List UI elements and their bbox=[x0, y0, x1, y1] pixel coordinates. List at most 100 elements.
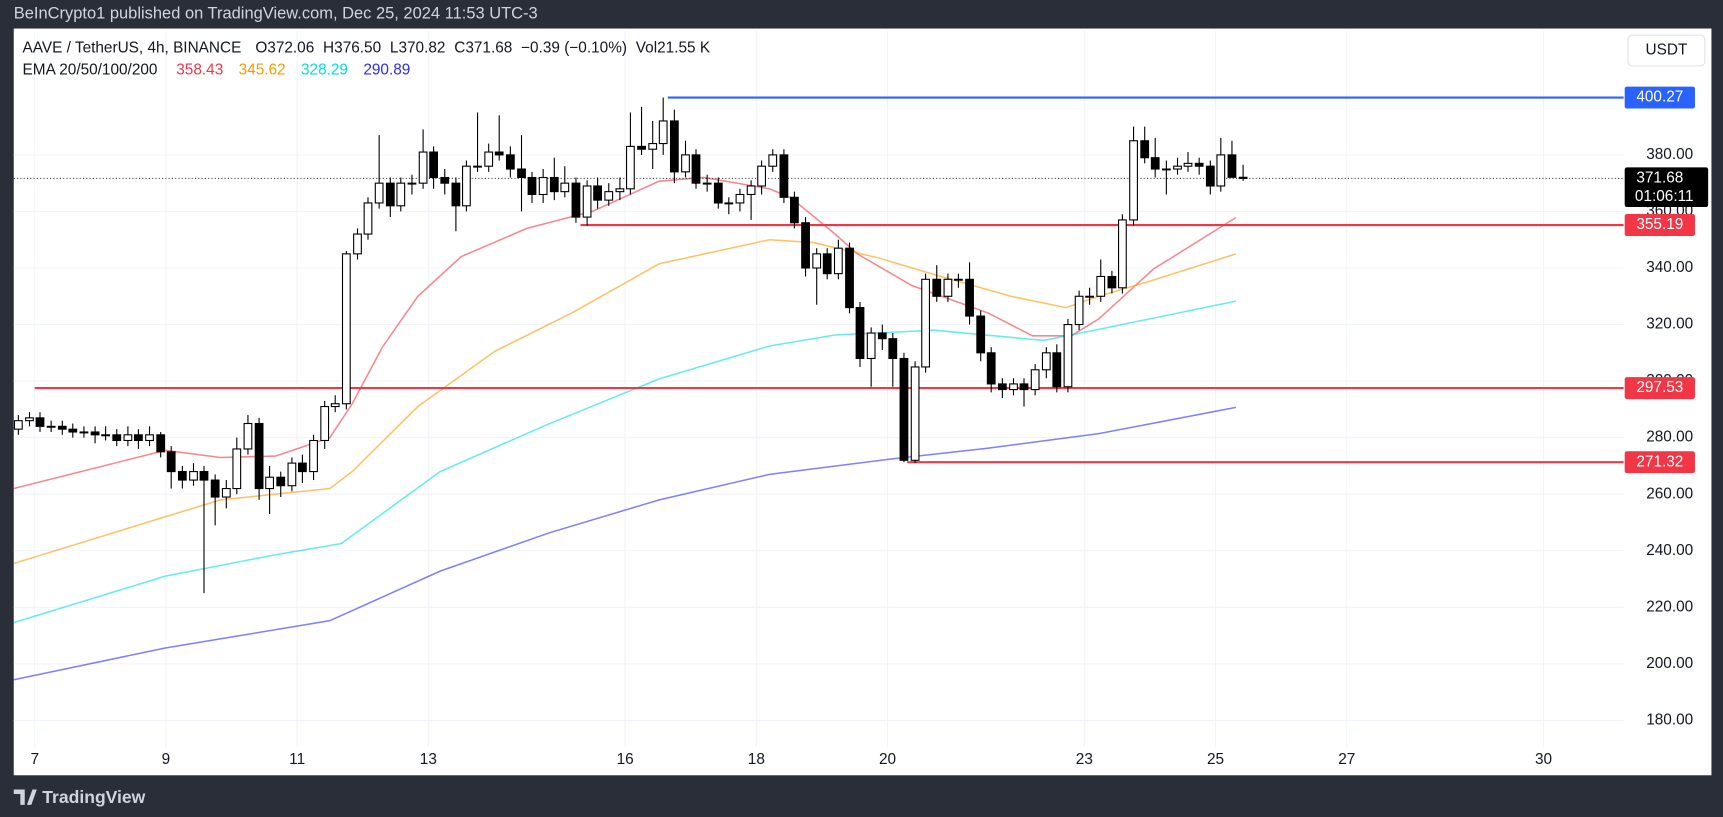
candle-body bbox=[341, 253, 351, 405]
candle-body bbox=[790, 196, 799, 224]
x-tick-label: 13 bbox=[420, 751, 437, 768]
candle-body bbox=[779, 154, 789, 198]
candle-body bbox=[1129, 140, 1138, 221]
candle-body bbox=[658, 120, 668, 145]
ema-value: 328.29 bbox=[301, 61, 348, 78]
y-tick-label: 260.00 bbox=[1646, 485, 1693, 502]
candle-body bbox=[199, 471, 209, 481]
candle-body bbox=[845, 247, 854, 309]
candle-body bbox=[582, 185, 592, 218]
candle-body bbox=[276, 476, 286, 487]
candle-body bbox=[177, 471, 187, 481]
candle-body bbox=[866, 332, 876, 360]
candle-body bbox=[330, 403, 340, 408]
level-label: 355.19 bbox=[1636, 216, 1683, 233]
x-tick-label: 25 bbox=[1207, 751, 1224, 768]
x-tick-label: 23 bbox=[1076, 751, 1093, 768]
candle-body bbox=[954, 278, 963, 281]
candle-body bbox=[254, 422, 264, 490]
candle-body bbox=[571, 182, 581, 218]
footer-brand: TradingView bbox=[42, 787, 145, 807]
ohlc-item: O372.06 bbox=[255, 39, 314, 56]
candle-body bbox=[25, 417, 34, 422]
candle-body bbox=[801, 222, 810, 269]
candle-body bbox=[1150, 157, 1160, 170]
currency[interactable]: USDT bbox=[1646, 42, 1688, 59]
candles bbox=[13, 97, 1248, 594]
level-label: 271.32 bbox=[1636, 453, 1683, 470]
candle-body bbox=[768, 154, 778, 167]
candle-body bbox=[888, 338, 898, 360]
last-price-label: 371.68 bbox=[1636, 169, 1683, 186]
candle-body bbox=[1107, 275, 1117, 289]
candle-body bbox=[221, 488, 231, 498]
y-tick-label: 280.00 bbox=[1646, 429, 1693, 446]
candle-body bbox=[494, 151, 504, 156]
candle-body bbox=[1183, 162, 1193, 167]
candle-body bbox=[1019, 383, 1029, 391]
ema-value: 358.43 bbox=[176, 61, 223, 78]
candle-body bbox=[1063, 323, 1073, 388]
y-tick-label: 340.00 bbox=[1646, 259, 1693, 276]
candle-body bbox=[549, 176, 559, 193]
candle-body bbox=[713, 182, 723, 204]
candle-body bbox=[1041, 352, 1051, 371]
candle-body bbox=[210, 479, 220, 498]
currency-button[interactable] bbox=[1627, 34, 1706, 67]
candle-body bbox=[287, 462, 297, 487]
candle-body bbox=[374, 182, 384, 204]
candle-body bbox=[134, 434, 143, 442]
candle-body bbox=[517, 168, 526, 179]
ema-value: 345.62 bbox=[239, 61, 286, 78]
ohlc-item: H376.50 bbox=[323, 39, 381, 56]
candle-body bbox=[1009, 383, 1018, 391]
x-tick-label: 16 bbox=[617, 751, 634, 768]
x-tick-label: 30 bbox=[1535, 751, 1552, 768]
level-label-box bbox=[1624, 86, 1695, 109]
candle-body bbox=[735, 193, 745, 204]
publisher-header: BeInCrypto1 published on TradingView.com… bbox=[14, 5, 538, 23]
candle-body bbox=[1238, 176, 1248, 179]
candle-body bbox=[538, 176, 548, 196]
x-tick-label: 7 bbox=[30, 751, 39, 768]
logo-icon bbox=[13, 789, 37, 805]
candle-body bbox=[669, 120, 679, 173]
ohlc-item: L370.82 bbox=[390, 39, 446, 56]
candle-body bbox=[1074, 295, 1084, 326]
candle-body bbox=[910, 366, 920, 461]
candle-body bbox=[429, 151, 438, 179]
last-price-box bbox=[1624, 167, 1709, 207]
candle-body bbox=[746, 185, 756, 196]
candle-body bbox=[232, 448, 242, 490]
candle-body bbox=[189, 471, 198, 481]
ema-values: 358.43 345.62 328.29 290.89 bbox=[176, 61, 410, 78]
candle-body bbox=[1227, 154, 1237, 178]
candle-body bbox=[101, 434, 110, 437]
candle-body bbox=[13, 420, 23, 430]
candle-body bbox=[943, 278, 953, 297]
candle-body bbox=[484, 151, 494, 167]
symbol: AAVE / TetherUS, 4h, BINANCE bbox=[23, 39, 242, 56]
candle-body bbox=[637, 145, 646, 150]
candle-body bbox=[1194, 162, 1204, 167]
y-tick-label: 200.00 bbox=[1646, 655, 1693, 672]
countdown-label: 01:06:11 bbox=[1635, 188, 1694, 205]
indicator: EMA 20/50/100/200 bbox=[23, 61, 158, 78]
ohlc-legend: O372.06 H376.50 L370.82 C371.68 −0.39 (−0.10… bbox=[255, 39, 710, 56]
candle-body bbox=[145, 434, 154, 442]
x-tick-label: 18 bbox=[748, 751, 765, 768]
candle-body bbox=[1140, 140, 1150, 159]
candle-body bbox=[648, 143, 658, 150]
candle-body bbox=[68, 428, 78, 433]
indicator-legend: EMA 20/50/100/200 bbox=[23, 61, 158, 78]
ema-value: 290.89 bbox=[363, 61, 410, 78]
x-tick-label: 27 bbox=[1338, 751, 1355, 768]
candle-body bbox=[298, 462, 307, 473]
candle-body bbox=[1118, 219, 1127, 289]
symbol-title: AAVE / TetherUS, 4h, BINANCE bbox=[23, 39, 242, 56]
level-label: 297.53 bbox=[1636, 379, 1683, 396]
candle-body bbox=[1085, 295, 1094, 298]
ohlc-item: C371.68 bbox=[454, 39, 512, 56]
tv-logo bbox=[13, 789, 37, 805]
